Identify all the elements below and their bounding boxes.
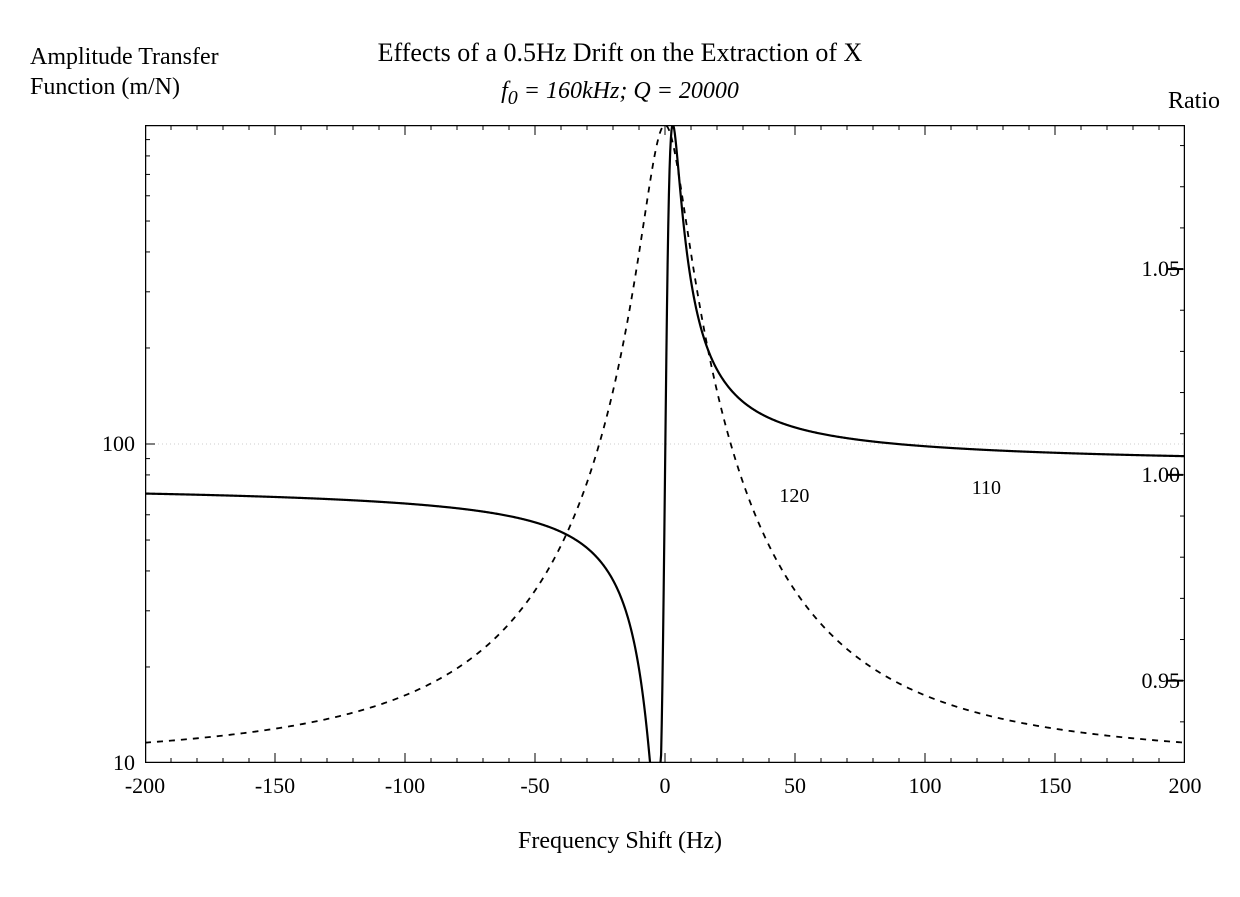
x-tick-label: -100 (385, 773, 425, 799)
y-right-tick-label: 1.05 (1090, 256, 1180, 282)
subtitle-Q-eq: = 20000 (651, 78, 739, 104)
x-tick-label: 150 (1039, 773, 1072, 799)
subtitle-Q: Q (633, 78, 650, 104)
y-left-tick-label: 10 (75, 750, 135, 776)
y-left-tick-label: 100 (75, 431, 135, 457)
x-tick-label: 200 (1169, 773, 1202, 799)
x-tick-label: -200 (125, 773, 165, 799)
subtitle-f-label: f (501, 78, 508, 104)
x-tick-label: -50 (520, 773, 549, 799)
y-right-tick-label: 0.95 (1090, 668, 1180, 694)
x-axis-label: Frequency Shift (Hz) (0, 828, 1240, 855)
chart-plot (145, 125, 1185, 763)
x-tick-label: -150 (255, 773, 295, 799)
y-left-ticks (145, 125, 155, 763)
inline-label: 120 (779, 485, 809, 508)
series-ratio-solid (145, 125, 1185, 763)
x-tick-label: 0 (660, 773, 671, 799)
subtitle-f-unit: kHz (582, 78, 619, 104)
chart-container: Effects of a 0.5Hz Drift on the Extracti… (0, 0, 1240, 897)
inline-label: 110 (972, 477, 1001, 500)
y-left-label: Amplitude Transfer Function (m/N) (30, 42, 219, 102)
x-tick-label: 50 (784, 773, 806, 799)
subtitle-sep: ; (619, 78, 633, 104)
subtitle-f-eq: = 160 (518, 78, 582, 104)
y-right-tick-label: 1.00 (1090, 462, 1180, 488)
x-tick-label: 100 (909, 773, 942, 799)
subtitle-f-sub: 0 (508, 87, 518, 109)
y-right-label: Ratio (1168, 88, 1220, 115)
